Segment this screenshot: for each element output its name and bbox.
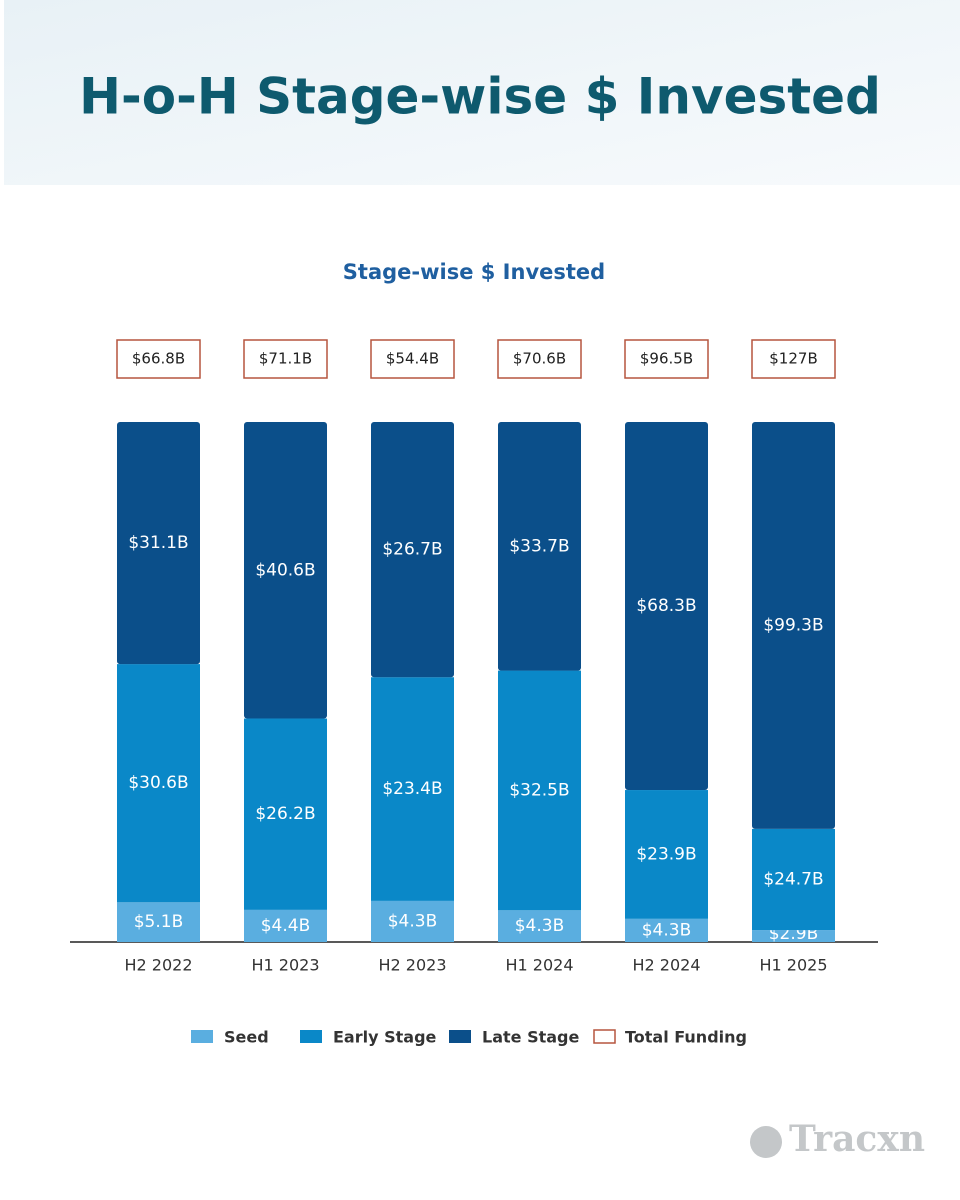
data-label: $26.7B: [382, 540, 442, 560]
x-tick-label: H1 2024: [505, 956, 573, 975]
bar-segment: [371, 422, 454, 678]
bar-segment: [498, 910, 581, 942]
data-label: $4.3B: [642, 920, 692, 940]
data-label: $30.6B: [128, 773, 188, 793]
legend-label: Seed: [224, 1028, 269, 1047]
bar-segment: [371, 900, 454, 942]
x-tick-label: H1 2025: [759, 956, 827, 975]
data-label: $5.1B: [134, 912, 184, 932]
bar-segment: [244, 422, 327, 719]
bar-segment: [625, 790, 708, 919]
data-label: $40.6B: [255, 560, 315, 580]
data-label: $4.3B: [388, 911, 438, 931]
bar-segment: [752, 930, 835, 942]
data-label: $99.3B: [763, 615, 823, 635]
data-label: $33.7B: [509, 536, 569, 556]
bar-segment: [625, 422, 708, 791]
data-label: $31.1B: [128, 533, 188, 553]
legend-swatch: [449, 1030, 471, 1043]
legend-label: Early Stage: [333, 1028, 437, 1047]
legend-swatch: [300, 1030, 322, 1043]
chart-title: Stage-wise $ Invested: [343, 260, 605, 284]
data-label: $68.3B: [636, 596, 696, 616]
total-box: [243, 339, 328, 379]
total-label: $71.1B: [259, 350, 312, 368]
legend-label: Total Funding: [625, 1028, 747, 1047]
data-label: $23.4B: [382, 779, 442, 799]
bar-segment: [498, 422, 581, 671]
bar-segment: [371, 677, 454, 901]
total-box: [116, 339, 201, 379]
total-label: $96.5B: [640, 350, 693, 368]
total-box: [370, 339, 455, 379]
bar-segment: [117, 664, 200, 903]
legend-swatch: [191, 1030, 213, 1043]
page-title: H-o-H Stage-wise $ Invested: [79, 68, 881, 126]
total-label: $70.6B: [513, 350, 566, 368]
data-label: $32.5B: [509, 780, 569, 800]
x-tick-label: H2 2023: [378, 956, 446, 975]
x-tick-label: H2 2022: [124, 956, 192, 975]
bar-segment: [244, 909, 327, 942]
bar-segment: [117, 902, 200, 942]
bar-segment: [625, 918, 708, 942]
x-tick-label: H2 2024: [632, 956, 700, 975]
legend-label: Late Stage: [482, 1028, 579, 1047]
watermark: Tracxn: [789, 1118, 925, 1160]
bar-segment: [752, 422, 835, 829]
x-tick-label: H1 2023: [251, 956, 319, 975]
total-box: [497, 339, 582, 379]
data-label: $23.9B: [636, 844, 696, 864]
total-box: [751, 339, 836, 379]
header-band: [4, 0, 960, 185]
total-box: [624, 339, 709, 379]
total-label: $127B: [769, 350, 817, 368]
total-label: $54.4B: [386, 350, 439, 368]
bar-segment: [117, 422, 200, 665]
bar-segment: [752, 828, 835, 931]
bar-segment: [498, 670, 581, 911]
data-label: $26.2B: [255, 804, 315, 824]
total-label: $66.8B: [132, 350, 185, 368]
data-label: $24.7B: [763, 870, 823, 890]
watermark-icon: [750, 1126, 782, 1158]
data-label: $4.3B: [515, 916, 565, 936]
legend-swatch: [593, 1029, 616, 1044]
bar-segment: [244, 718, 327, 910]
data-label: $4.4B: [261, 916, 311, 936]
